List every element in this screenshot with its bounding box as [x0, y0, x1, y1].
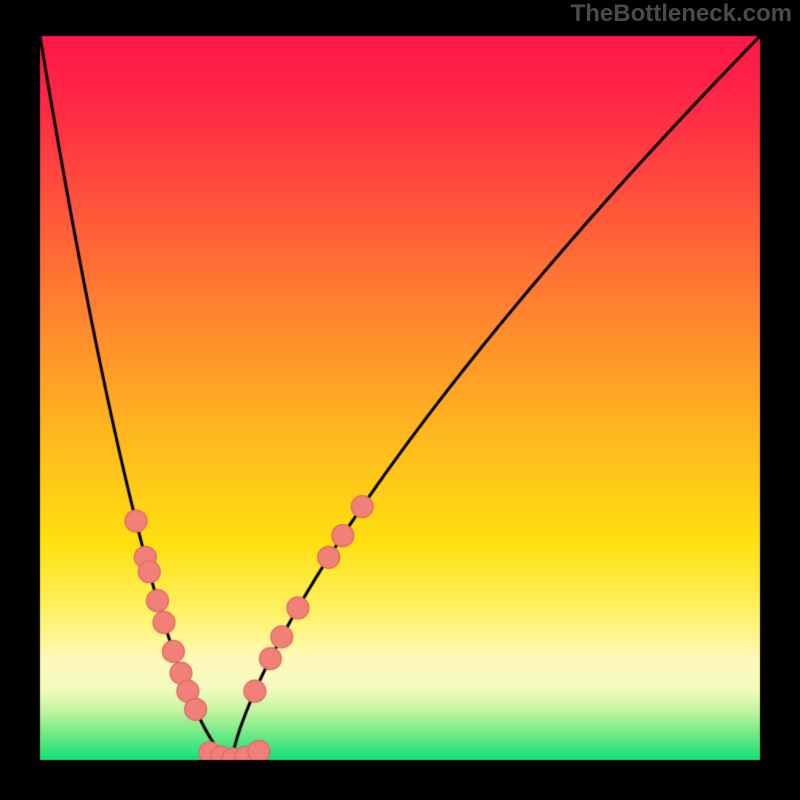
bottleneck-curve-chart: [0, 0, 800, 800]
chart-stage: TheBottleneck.com: [0, 0, 800, 800]
